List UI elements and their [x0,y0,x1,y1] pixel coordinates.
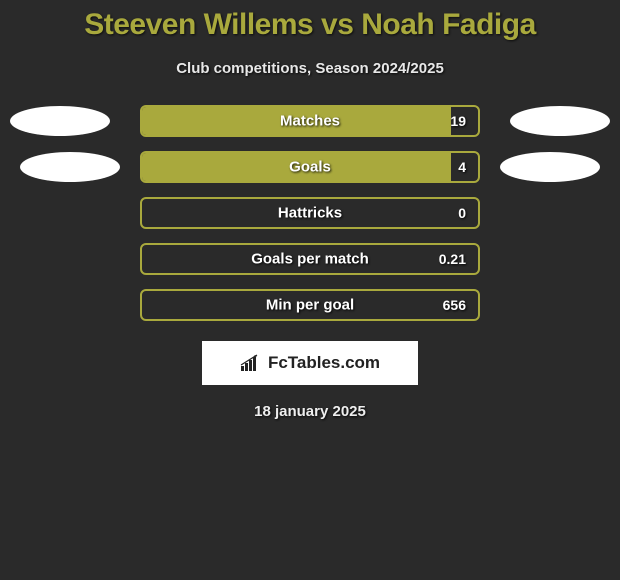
player-oval-left [20,152,120,182]
stat-row: Goals 4 [0,151,620,183]
player-oval-right [510,106,610,136]
stat-value: 0 [458,205,466,221]
stat-value: 0.21 [439,251,466,267]
stat-label: Matches [280,113,340,130]
bar-chart-icon [240,354,262,372]
stat-row: Matches 19 [0,105,620,137]
stat-value: 19 [450,113,466,129]
stat-row: Goals per match 0.21 [0,243,620,275]
stat-value: 4 [458,159,466,175]
stat-bar: Matches 19 [140,105,480,137]
stat-bar: Hattricks 0 [140,197,480,229]
root: Steeven Willems vs Noah Fadiga Club comp… [0,0,620,420]
stat-value: 656 [443,297,466,313]
stats-area: Matches 19 Goals 4 Hattricks 0 [0,105,620,321]
player-oval-left [10,106,110,136]
stat-label: Min per goal [266,297,354,314]
stat-row: Hattricks 0 [0,197,620,229]
page-title: Steeven Willems vs Noah Fadiga [84,8,536,42]
stat-label: Goals per match [251,251,369,268]
stat-row: Min per goal 656 [0,289,620,321]
stat-label: Hattricks [278,205,342,222]
subtitle: Club competitions, Season 2024/2025 [176,60,444,77]
stat-bar: Goals per match 0.21 [140,243,480,275]
logo-box: FcTables.com [202,341,418,385]
date-text: 18 january 2025 [254,403,366,420]
stat-bar: Min per goal 656 [140,289,480,321]
logo-text: FcTables.com [268,353,380,373]
stat-bar: Goals 4 [140,151,480,183]
player-oval-right [500,152,600,182]
stat-label: Goals [289,159,331,176]
